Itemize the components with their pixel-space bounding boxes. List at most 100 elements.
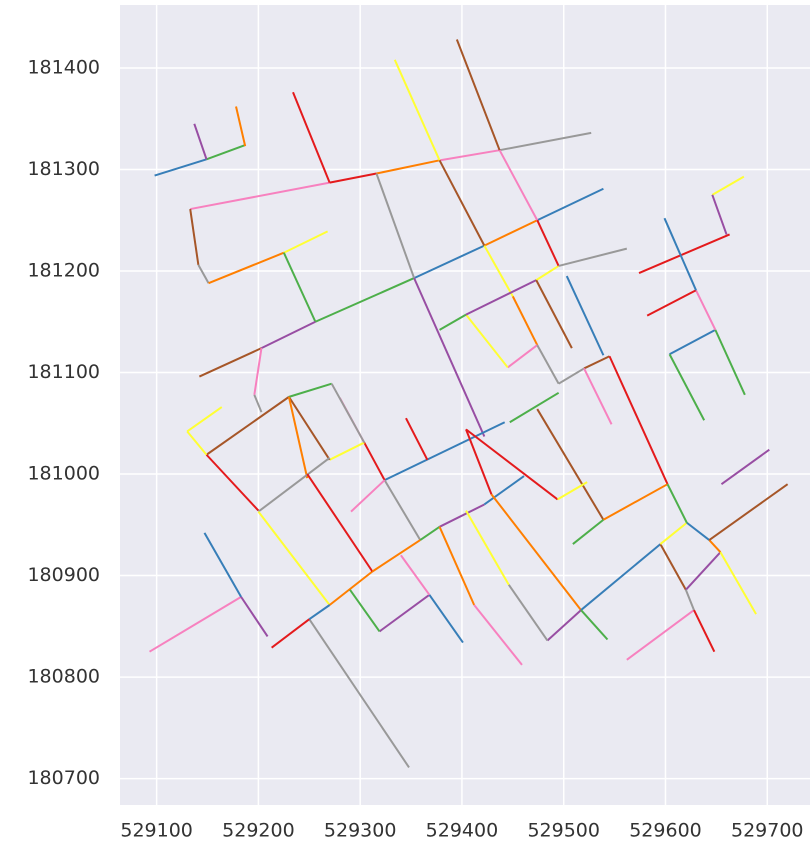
plot-area xyxy=(120,5,810,805)
x-tick-label: 529600 xyxy=(629,820,702,842)
street-segment xyxy=(306,473,374,573)
street-segment xyxy=(439,503,485,528)
street-segment xyxy=(666,483,688,524)
street-segment xyxy=(686,521,710,541)
street-segment xyxy=(375,173,416,279)
y-tick-label: 181200 xyxy=(27,259,100,281)
street-segment xyxy=(413,244,485,280)
street-segment xyxy=(383,479,422,541)
street-segment xyxy=(257,510,331,606)
y-tick-label: 181100 xyxy=(27,361,100,383)
street-segment xyxy=(438,526,476,606)
street-segment xyxy=(507,584,549,642)
street-segment xyxy=(465,279,537,316)
street-segment xyxy=(235,106,247,147)
street-segment xyxy=(439,313,467,331)
street-segment xyxy=(663,217,697,291)
street-segment xyxy=(271,618,310,649)
street-segment xyxy=(693,609,716,653)
x-tick-label: 529200 xyxy=(222,820,295,842)
street-segment xyxy=(535,279,573,349)
street-segment xyxy=(205,454,260,512)
street-segment xyxy=(465,314,509,369)
y-tick-label: 181300 xyxy=(27,158,100,180)
street-segment xyxy=(668,353,706,421)
street-segment xyxy=(203,532,242,598)
street-segment xyxy=(708,483,789,541)
street-segment xyxy=(384,421,506,482)
street-segment xyxy=(557,481,588,501)
y-tick-label: 180800 xyxy=(27,666,100,688)
street-segment xyxy=(535,265,560,281)
street-segment xyxy=(455,39,501,151)
street-segment xyxy=(282,252,317,323)
street-segment xyxy=(253,394,263,413)
street-segment xyxy=(465,429,493,495)
street-segment xyxy=(565,275,605,356)
street-segment xyxy=(154,158,207,177)
street-segment xyxy=(659,543,687,591)
street-segment xyxy=(378,594,430,633)
street-segment xyxy=(400,554,431,596)
y-tick-label: 180900 xyxy=(27,564,100,586)
x-tick-label: 529700 xyxy=(731,820,804,842)
street-segment xyxy=(659,521,688,545)
street-segment xyxy=(669,328,716,356)
street-segment xyxy=(283,230,329,254)
street-segment xyxy=(498,149,539,221)
street-segment xyxy=(546,609,582,642)
street-segment xyxy=(428,594,464,644)
street-segment xyxy=(292,91,331,184)
street-segment xyxy=(190,181,330,211)
street-segment xyxy=(330,383,366,444)
street-segment xyxy=(711,175,745,196)
street-segment xyxy=(509,391,560,424)
street-segment xyxy=(684,589,695,611)
street-segment xyxy=(186,430,208,456)
street-segment xyxy=(350,479,386,513)
street-segment xyxy=(558,247,628,267)
street-segment xyxy=(583,368,613,425)
street-segment xyxy=(206,144,246,161)
street-segment xyxy=(536,187,604,222)
street-segment xyxy=(329,441,365,461)
x-tick-label: 529500 xyxy=(527,820,600,842)
street-segment xyxy=(511,295,539,346)
street-segment xyxy=(205,396,290,456)
street-segment xyxy=(393,59,441,161)
y-tick-label: 181400 xyxy=(27,56,100,78)
street-segment xyxy=(638,233,730,274)
street-segment xyxy=(602,483,669,521)
street-segment xyxy=(536,219,560,267)
street-segment xyxy=(349,589,381,632)
street-segment xyxy=(148,596,242,653)
street-segment xyxy=(363,442,386,481)
street-segment xyxy=(708,539,722,553)
street-segment xyxy=(413,277,486,437)
street-segment xyxy=(288,396,331,461)
street-segment xyxy=(419,526,441,541)
street-segment xyxy=(329,172,377,184)
street-segment xyxy=(483,219,538,247)
street-segment xyxy=(685,551,722,591)
street-segment xyxy=(253,347,263,395)
street-segment xyxy=(558,367,585,385)
street-segment xyxy=(288,382,332,398)
x-tick-label: 529100 xyxy=(120,820,193,842)
street-segment xyxy=(572,518,605,545)
y-tick-label: 180700 xyxy=(27,767,100,789)
street-segment xyxy=(261,320,316,350)
street-segment xyxy=(197,264,210,284)
x-tick-label: 529400 xyxy=(426,820,499,842)
street-segment xyxy=(720,448,770,485)
street-segment xyxy=(465,510,510,586)
street-segment xyxy=(405,417,429,461)
street-segment xyxy=(608,355,669,485)
street-segment xyxy=(536,344,560,385)
street-segment xyxy=(314,277,415,323)
street-segment xyxy=(695,289,717,331)
street-segment xyxy=(186,406,223,433)
y-tick-label: 181000 xyxy=(27,463,100,485)
street-segment xyxy=(580,609,609,641)
